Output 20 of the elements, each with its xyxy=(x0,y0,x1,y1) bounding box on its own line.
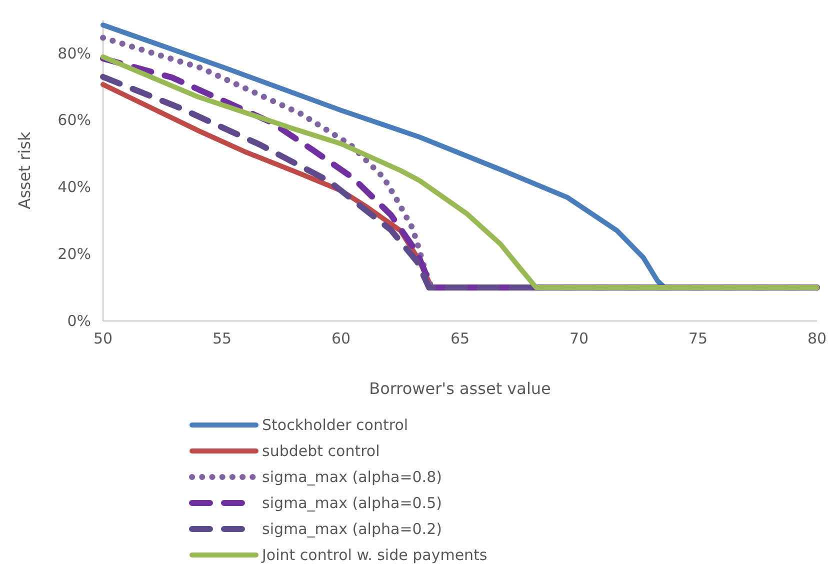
legend-label: Stockholder control xyxy=(262,416,408,434)
x-tick-label: 65 xyxy=(450,330,470,348)
legend-label: subdebt control xyxy=(262,442,380,460)
x-tick-label: 50 xyxy=(93,330,113,348)
legend-label: sigma_max (alpha=0.2) xyxy=(262,520,442,538)
y-tick-label: 60% xyxy=(58,111,91,130)
x-tick-label: 75 xyxy=(688,330,708,348)
legend-label: Joint control w. side payments xyxy=(261,546,488,564)
legend-label: sigma_max (alpha=0.8) xyxy=(262,468,442,486)
x-axis-title: Borrower's asset value xyxy=(369,379,551,398)
x-tick-label: 80 xyxy=(807,330,827,348)
legend-label: sigma_max (alpha=0.5) xyxy=(262,494,442,512)
y-tick-label: 40% xyxy=(58,178,91,196)
y-tick-label: 0% xyxy=(67,312,91,330)
y-tick-label: 80% xyxy=(58,44,91,62)
x-tick-label: 60 xyxy=(331,330,351,348)
y-tick-label: 20% xyxy=(58,244,91,263)
y-axis-title: Asset risk xyxy=(15,131,34,210)
x-tick-label: 70 xyxy=(569,330,589,348)
x-tick-label: 55 xyxy=(212,330,232,348)
